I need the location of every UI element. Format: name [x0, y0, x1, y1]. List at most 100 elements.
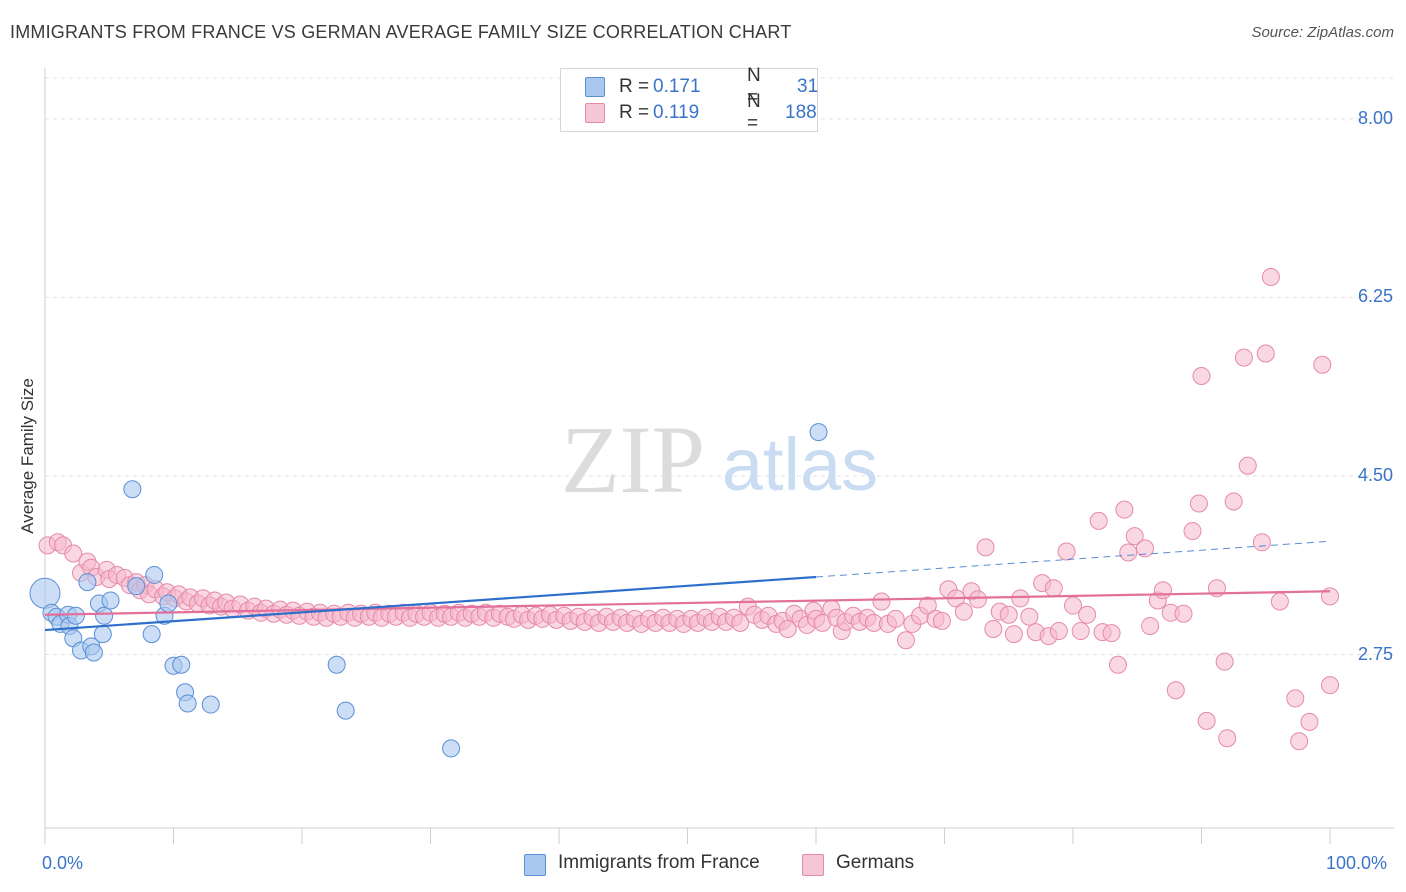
- france-trend-extension: [815, 540, 1331, 578]
- france-point: [809, 423, 828, 442]
- y-tick-label: 4.50: [1357, 464, 1393, 485]
- germans-point: [1166, 681, 1185, 700]
- germans-point: [999, 605, 1018, 624]
- germans-point: [1049, 622, 1068, 641]
- y-tick-label: 6.25: [1357, 286, 1393, 307]
- bottom-legend-swatch-germans: [802, 854, 824, 876]
- legend-swatch-germans: [585, 103, 605, 123]
- y-tick-label: 8.00: [1357, 107, 1393, 128]
- germans-point: [1192, 366, 1211, 385]
- france-point: [93, 625, 112, 644]
- germans-point: [1261, 267, 1280, 286]
- grid-lines: [45, 77, 1394, 656]
- legend-n-label: N =: [747, 65, 761, 108]
- chart-title: IMMIGRANTS FROM FRANCE VS GERMAN AVERAGE…: [10, 22, 792, 42]
- germans-point: [976, 538, 995, 557]
- germans-point: [1115, 500, 1134, 519]
- germans-point: [1071, 622, 1090, 641]
- germans-point: [1252, 533, 1271, 552]
- germans-point: [1108, 655, 1127, 674]
- germans-point: [932, 611, 951, 630]
- germans-point: [1174, 604, 1193, 623]
- france-point: [327, 655, 346, 674]
- france-point: [66, 606, 85, 625]
- germans-point: [1153, 581, 1172, 600]
- germans-point: [1189, 494, 1208, 513]
- source-label: Source: ZipAtlas.com: [1251, 24, 1394, 41]
- legend: R = 0.171 N = 31 R = 0.119 N = 188: [560, 65, 819, 134]
- france-point: [172, 655, 191, 674]
- germans-point: [1044, 579, 1063, 598]
- legend-r-label: R =: [619, 76, 650, 97]
- france-point: [29, 577, 61, 609]
- legend-r-value-france: 0.171: [653, 76, 701, 97]
- france-point: [78, 573, 97, 592]
- germans-point: [1125, 527, 1144, 546]
- legend-n-value-france: 31: [797, 76, 819, 97]
- germans-point: [896, 631, 915, 650]
- germans-point: [1290, 732, 1309, 751]
- france-point: [336, 701, 355, 720]
- germans-point: [1004, 625, 1023, 644]
- germans-point: [1119, 543, 1138, 562]
- germans-point: [886, 609, 905, 628]
- germans-point: [64, 544, 83, 563]
- france-point: [95, 606, 114, 625]
- germans-point: [1234, 348, 1253, 367]
- legend-swatch-france: [585, 77, 605, 97]
- legend-n-value-germans: 188: [785, 102, 817, 123]
- france-point: [442, 739, 461, 758]
- germans-point: [1256, 344, 1275, 363]
- france-point: [145, 565, 164, 584]
- legend-n-label: N =: [747, 91, 761, 134]
- france-point: [201, 695, 220, 714]
- germans-point: [1089, 511, 1108, 530]
- germans-point: [1218, 729, 1237, 748]
- germans-point: [1215, 652, 1234, 671]
- germans-point: [1197, 711, 1216, 730]
- germans-point: [918, 596, 937, 615]
- bottom-legend-label-germans: Germans: [836, 852, 915, 873]
- legend-r-value-germans: 0.119: [653, 102, 700, 123]
- france-point: [178, 694, 197, 713]
- germans-point: [1270, 592, 1289, 611]
- germans-point: [872, 592, 891, 611]
- germans-point: [1011, 589, 1030, 608]
- germans-point: [1141, 616, 1160, 635]
- germans-point: [954, 602, 973, 621]
- germans-point: [778, 620, 797, 639]
- germans-point: [1020, 607, 1039, 626]
- france-point: [142, 625, 161, 644]
- germans-trend-line: [44, 590, 1331, 616]
- germans-point: [968, 590, 987, 609]
- france-point: [101, 591, 120, 610]
- germans-point: [1238, 456, 1257, 475]
- y-tick-label: 2.75: [1357, 643, 1393, 664]
- germans-point: [1224, 492, 1243, 511]
- x-tick-label-min: 0.0%: [42, 853, 84, 873]
- germans-point: [984, 620, 1003, 639]
- germans-point: [1078, 605, 1097, 624]
- france-trend-line: [44, 575, 817, 632]
- germans-series: [38, 267, 1339, 751]
- germans-point: [1313, 355, 1332, 374]
- watermark-atlas: atlas: [722, 423, 878, 506]
- x-tick-label-max: 100.0%: [1326, 853, 1388, 873]
- watermark: ZIP atlas: [561, 406, 878, 513]
- germans-point: [1286, 689, 1305, 708]
- france-point: [84, 643, 103, 662]
- france-point: [123, 480, 142, 499]
- germans-point: [1057, 542, 1076, 561]
- germans-point: [1183, 522, 1202, 541]
- france-point: [127, 577, 146, 596]
- trend-lines: [44, 540, 1331, 632]
- germans-point: [1300, 712, 1319, 731]
- watermark-zip: ZIP: [561, 406, 705, 513]
- germans-point: [1102, 624, 1121, 643]
- france-point: [159, 594, 178, 613]
- y-axis-label: Average Family Size: [18, 378, 37, 534]
- legend-r-label: R =: [619, 102, 650, 123]
- axes: [44, 68, 1394, 844]
- germans-point: [1321, 676, 1339, 695]
